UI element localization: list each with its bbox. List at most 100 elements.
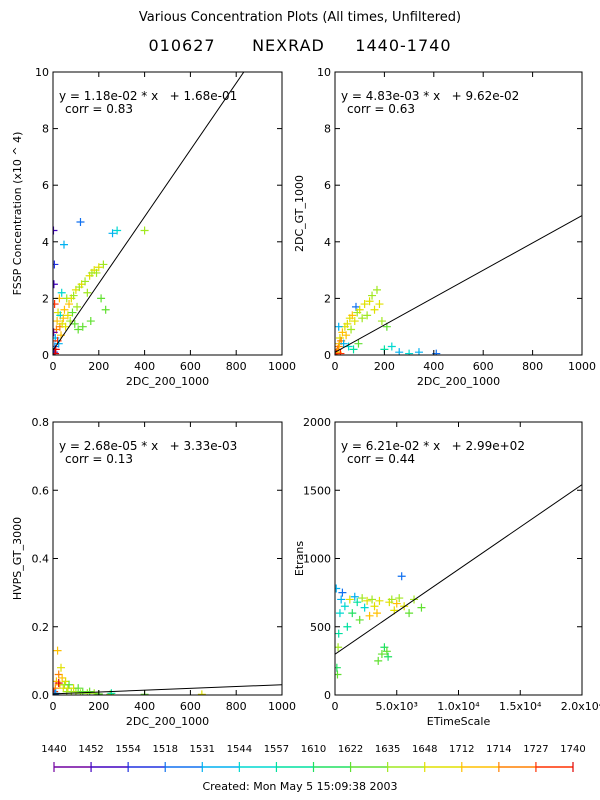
data-point xyxy=(53,300,59,309)
data-point xyxy=(78,322,87,331)
data-point xyxy=(350,317,359,326)
x-axis-label: 2DC_200_1000 xyxy=(126,715,209,728)
data-point xyxy=(140,226,149,235)
data-point xyxy=(86,317,95,326)
y-axis-label: FSSP Concentration (x10 ^ 4) xyxy=(11,132,24,296)
data-point xyxy=(97,294,106,303)
data-point xyxy=(335,670,342,679)
x-axis-label: 2DC_200_1000 xyxy=(126,375,209,388)
data-point xyxy=(363,311,372,320)
data-point xyxy=(370,305,379,314)
data-point xyxy=(395,594,404,603)
data-point xyxy=(335,584,341,593)
x-tick-label: 800 xyxy=(226,360,247,373)
data-point xyxy=(337,595,346,604)
time-label: 1727 xyxy=(523,744,548,755)
y-axis-label: HVPS_GT_3000 xyxy=(11,517,24,600)
y-axis-label: Etrans xyxy=(293,541,306,576)
data-point xyxy=(340,602,349,611)
x-tick-label: 600 xyxy=(180,700,201,713)
y-tick-label: 10 xyxy=(35,66,49,79)
plot-2dc-gt-1000-vs-2dc: 0 200 400 600 800 1000 0 2 4 6 8 10 2DC_200_1000 2DC_… xyxy=(293,66,596,388)
data-point xyxy=(377,317,386,326)
x-tick-label: 0 xyxy=(332,360,339,373)
x-tick-label: 1.5x10⁴ xyxy=(499,700,542,713)
data-point xyxy=(360,300,369,309)
x-tick-label: 400 xyxy=(134,360,155,373)
data-point xyxy=(53,260,59,269)
data-point xyxy=(57,288,66,297)
y-tick-label: 0.2 xyxy=(32,621,50,634)
created-timestamp: Created: Mon May 5 15:09:38 2003 xyxy=(202,780,398,793)
time-label: 1554 xyxy=(115,744,140,755)
x-tick-label: 200 xyxy=(88,700,109,713)
data-point xyxy=(53,349,60,355)
x-tick-label: 800 xyxy=(226,700,247,713)
data-point xyxy=(375,300,384,309)
x-tick-label: 600 xyxy=(180,360,201,373)
y-tick-label: 2 xyxy=(324,292,331,305)
x-tick-label: 1.0x10⁴ xyxy=(437,700,480,713)
data-point xyxy=(405,349,414,355)
time-label: 1635 xyxy=(375,744,400,755)
chart-subtitle: 010627 NEXRAD 1440-1740 xyxy=(148,36,452,55)
data-point xyxy=(368,595,377,604)
data-point xyxy=(380,643,389,652)
data-point xyxy=(65,300,74,309)
fit-line xyxy=(53,72,245,351)
data-point xyxy=(342,331,351,340)
data-point xyxy=(60,305,69,314)
data-point xyxy=(365,297,374,306)
time-label: 1452 xyxy=(78,744,103,755)
data-point xyxy=(355,305,364,314)
plot-fssp-vs-2dc: 0 200 400 600 800 1000 0 2 4 6 8 10 2DC_200_1000 FSSP… xyxy=(11,66,296,388)
data-point xyxy=(99,260,108,269)
y-tick-label: 0.8 xyxy=(32,416,50,429)
scatter-points xyxy=(53,646,282,695)
time-label: 1557 xyxy=(264,744,289,755)
time-label: 1648 xyxy=(412,744,437,755)
axes-frame xyxy=(52,71,283,356)
correlation: corr = 0.63 xyxy=(347,102,415,116)
data-point xyxy=(387,342,396,351)
data-point xyxy=(53,317,62,326)
data-point xyxy=(368,291,377,300)
scatter-points xyxy=(335,215,582,355)
y-tick-label: 0 xyxy=(324,689,331,702)
y-tick-label: 10 xyxy=(317,66,331,79)
y-tick-label: 8 xyxy=(324,123,331,136)
data-point xyxy=(397,572,406,581)
time-color-legend: 1440 1452 1554 1518 1531 1544 1557 1610 1622 1635… xyxy=(41,744,586,772)
data-point xyxy=(335,609,344,618)
data-point xyxy=(336,349,345,355)
fit-equation: y = 1.18e-02 * x + 1.68e-01 xyxy=(59,89,237,103)
data-point xyxy=(68,308,77,317)
data-point xyxy=(65,680,74,689)
time-label: 1518 xyxy=(152,744,177,755)
data-point xyxy=(73,302,82,311)
data-point xyxy=(417,603,426,612)
x-tick-label: 5.0x10³ xyxy=(376,700,418,713)
data-point xyxy=(358,594,367,603)
data-point xyxy=(335,663,341,672)
data-point xyxy=(347,325,356,334)
data-point xyxy=(353,598,362,607)
x-tick-label: 2.0x10⁴ xyxy=(561,700,600,713)
data-point xyxy=(58,673,67,682)
data-point xyxy=(365,611,374,620)
correlation: corr = 0.83 xyxy=(65,102,133,116)
time-label: 1531 xyxy=(190,744,215,755)
correlation: corr = 0.13 xyxy=(65,452,133,466)
y-tick-label: 4 xyxy=(324,236,331,249)
x-tick-label: 1000 xyxy=(268,700,296,713)
fit-line xyxy=(335,215,582,353)
scatter-points xyxy=(53,72,245,355)
data-point xyxy=(61,677,70,686)
data-point xyxy=(53,280,58,289)
data-point xyxy=(372,285,381,294)
y-tick-label: 4 xyxy=(42,236,49,249)
x-tick-label: 1000 xyxy=(268,360,296,373)
y-axis-label: 2DC_GT_1000 xyxy=(293,175,306,252)
fit-equation: y = 4.83e-03 * x + 9.62e-02 xyxy=(341,89,519,103)
